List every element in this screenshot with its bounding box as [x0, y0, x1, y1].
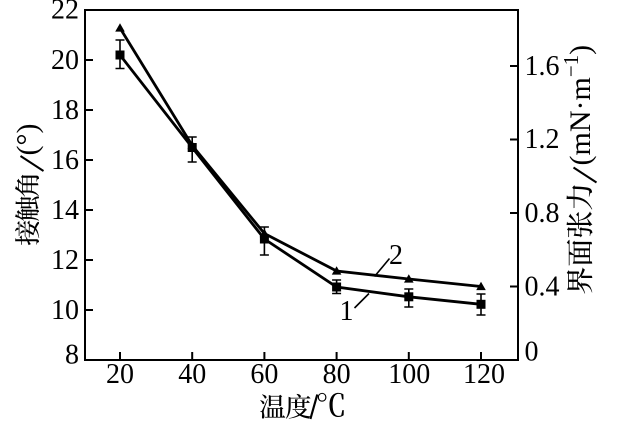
svg-text:40: 40: [178, 359, 206, 390]
svg-text:0: 0: [525, 337, 539, 368]
svg-text:0.8: 0.8: [525, 198, 560, 229]
svg-text:12: 12: [51, 245, 79, 276]
svg-text:(mN·m−1): (mN·m−1): [559, 45, 597, 166]
svg-text:22: 22: [51, 0, 79, 26]
svg-text:1.2: 1.2: [525, 124, 560, 155]
svg-text:(°): (°): [11, 124, 44, 156]
svg-text:8: 8: [65, 340, 79, 371]
svg-text:18: 18: [51, 95, 79, 126]
svg-text:14: 14: [51, 195, 79, 226]
svg-text:120: 120: [463, 359, 505, 390]
svg-text:100: 100: [388, 359, 430, 390]
svg-text:2: 2: [389, 240, 403, 271]
svg-text:16: 16: [51, 145, 79, 176]
svg-text:10: 10: [51, 295, 79, 326]
svg-text:80: 80: [323, 359, 351, 390]
svg-text:1.6: 1.6: [525, 51, 560, 82]
svg-text:0.4: 0.4: [525, 272, 560, 303]
svg-text:1: 1: [340, 296, 354, 327]
svg-text:60: 60: [250, 359, 278, 390]
svg-text:20: 20: [51, 45, 79, 76]
svg-text:20: 20: [106, 359, 134, 390]
